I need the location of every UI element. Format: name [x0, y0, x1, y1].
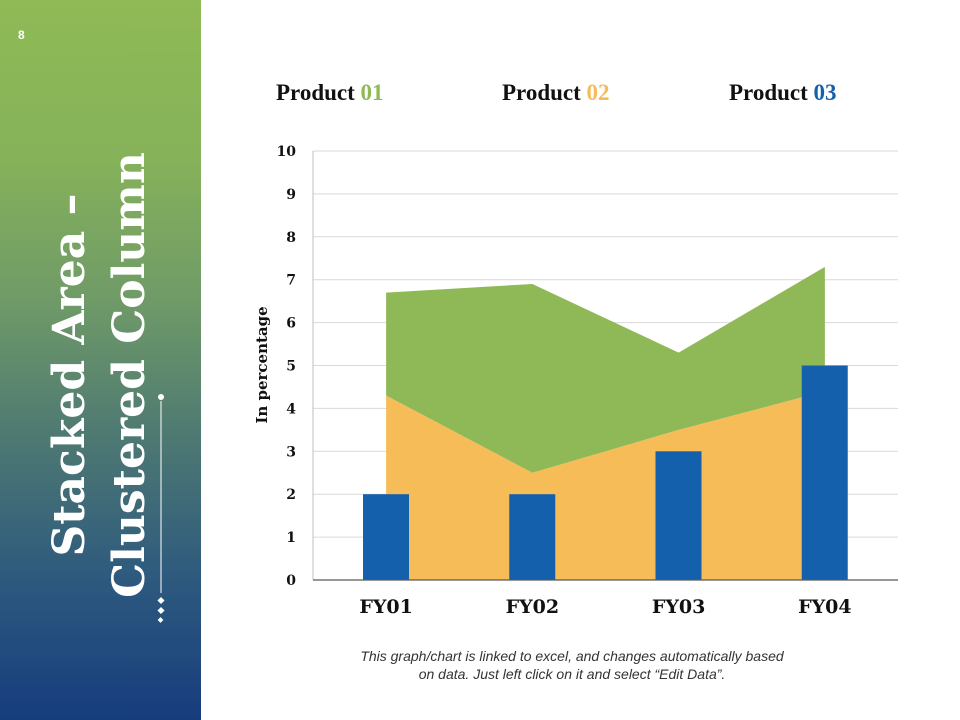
y-tick-label-5: 5: [286, 359, 296, 375]
y-tick-label-1: 1: [286, 530, 296, 546]
chart-columns: [363, 365, 848, 580]
y-axis-label: In percentage: [253, 306, 271, 423]
legend-product-02-number: 02: [586, 80, 610, 105]
slide-number: 8: [18, 28, 25, 42]
y-tick-label-2: 2: [286, 487, 296, 503]
y-tick-label-9: 9: [286, 187, 296, 203]
y-tick-label-6: 6: [286, 316, 296, 332]
y-tick-label-3: 3: [286, 444, 296, 460]
column-fy03: [655, 451, 702, 580]
x-tick-label-fy03: FY03: [652, 596, 706, 618]
x-tick-label-fy02: FY02: [506, 596, 560, 618]
x-tick-label-fy01: FY01: [359, 596, 413, 618]
chart-areas: [386, 266, 825, 580]
chart-footnote-line-1: This graph/chart is linked to excel, and…: [360, 648, 784, 664]
legend-product-02: Product 02: [502, 80, 610, 106]
y-tick-label-0: 0: [286, 573, 296, 589]
legend-product-01-number: 01: [360, 80, 384, 105]
column-fy01: [363, 494, 409, 580]
chart-axes: [312, 151, 898, 581]
area-product-01: [386, 266, 825, 473]
legend-product-01: Product 01: [276, 80, 384, 106]
legend-product-03: Product 03: [729, 80, 837, 106]
title-decoration-icon: [157, 394, 165, 623]
y-tick-label-8: 8: [286, 230, 296, 246]
y-tick-label-4: 4: [286, 401, 296, 417]
legend-product-02-label: Product: [502, 80, 587, 105]
title-sidebar: 8 Stacked Area – Clustered Column: [0, 0, 201, 720]
column-fy02: [509, 494, 556, 580]
area-product-02: [386, 391, 825, 580]
y-tick-label-7: 7: [286, 273, 296, 289]
legend-product-03-number: 03: [813, 80, 837, 105]
chart-footnote-line-2: on data. Just left click on it and selec…: [418, 666, 726, 682]
chart-footnote: This graph/chart is linked to excel, and…: [312, 647, 832, 683]
legend-product-03-label: Product: [729, 80, 814, 105]
legend-product-01-label: Product: [276, 80, 361, 105]
x-tick-label-fy04: FY04: [798, 596, 852, 618]
y-tick-label-10: 10: [277, 144, 297, 160]
chart-tick-labels: 0 1 2 3 4 5 6 7 8 9 10 FY01 FY02 FY03 FY04: [277, 144, 852, 618]
column-fy04: [801, 365, 848, 580]
